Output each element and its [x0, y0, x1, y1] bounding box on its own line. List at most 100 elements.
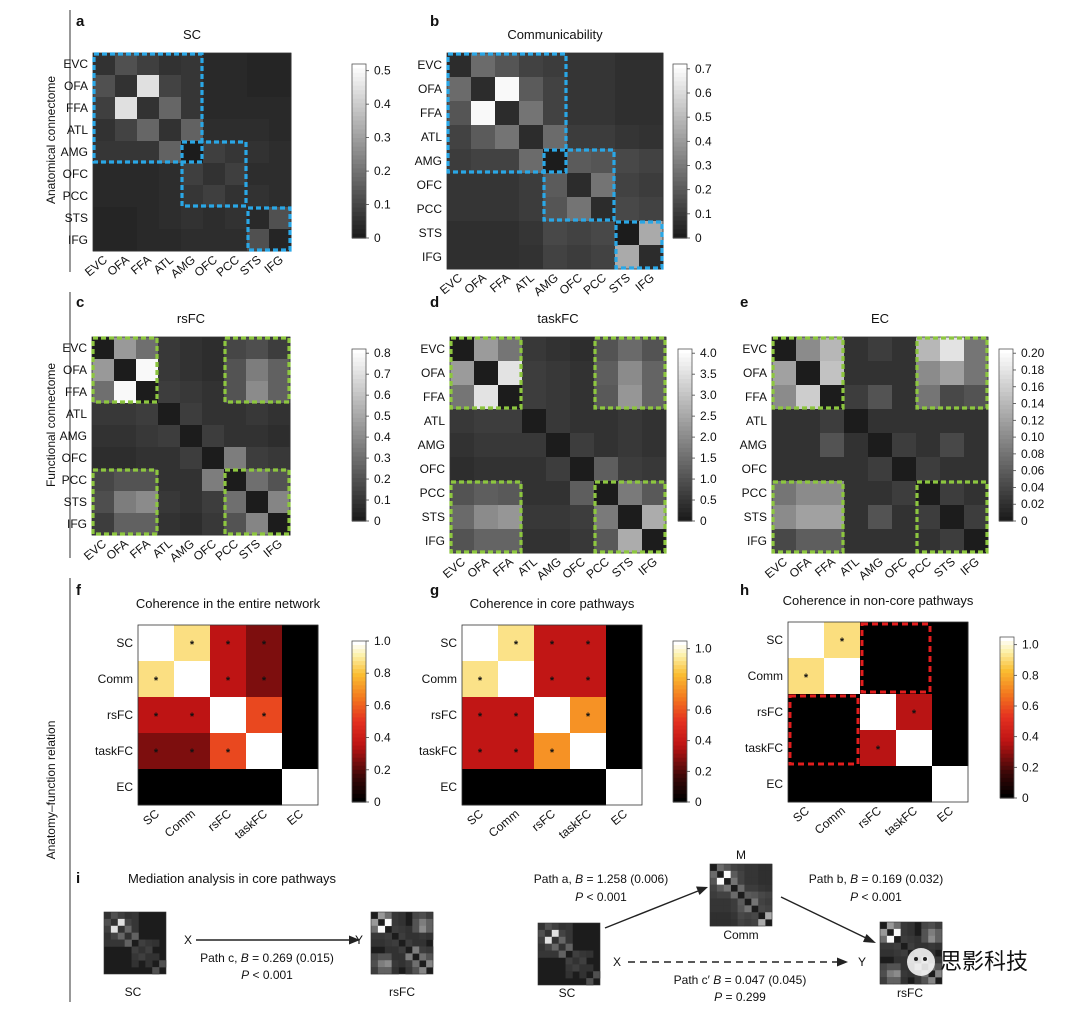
- colorbar-segment: [673, 177, 687, 183]
- colorbar-tick-label: 0.4: [1022, 730, 1039, 744]
- thumbnail-cell: [110, 932, 119, 940]
- colorbar-segment: [1000, 641, 1014, 646]
- thumbnail-cell: [880, 977, 888, 985]
- colorbar-tick-label: 2.0: [700, 430, 717, 444]
- thumbnail-cell: [751, 870, 759, 879]
- heatmap-cell: [916, 361, 941, 386]
- heatmap-cell: [788, 730, 825, 767]
- panel-a: aSCEVCOFAFFAATLAMGOFCPCCSTSIFGEVCOFAFFAA…: [61, 13, 391, 281]
- colorbar-segment: [352, 181, 366, 187]
- thumbnail-cell: [730, 864, 738, 872]
- column-label: IFG: [633, 271, 657, 295]
- heatmap-cell: [546, 337, 571, 362]
- heatmap-cell: [546, 409, 571, 434]
- column-label: FFA: [812, 555, 838, 580]
- heatmap-cell: [522, 505, 547, 530]
- row-label: AMG: [415, 154, 442, 168]
- heatmap-cell: [796, 481, 821, 506]
- thumbnail-cell: [744, 919, 752, 927]
- colorbar-tick-label: 0.1: [374, 198, 391, 212]
- colorbar-tick-label: 0.6: [374, 388, 391, 402]
- colorbar-segment: [1000, 645, 1014, 650]
- significance-star: *: [804, 672, 809, 684]
- heatmap-cell: [772, 337, 797, 362]
- significance-star: *: [550, 747, 555, 759]
- highlight-block: [449, 336, 523, 410]
- heatmap-cell: [567, 101, 592, 126]
- colorbar-segment: [673, 216, 687, 222]
- thumbnail-cell: [744, 877, 752, 885]
- heatmap-cell: [269, 163, 292, 186]
- colorbar-segment: [352, 392, 366, 397]
- row-label: OFC: [742, 462, 768, 476]
- colorbar-segment: [678, 473, 692, 479]
- colorbar-segment: [352, 107, 366, 113]
- row-label: EC: [440, 780, 457, 794]
- thumbnail-cell: [117, 939, 125, 947]
- colorbar-segment: [673, 693, 687, 698]
- watermark-text: 思影科技: [940, 949, 1028, 974]
- comm-label: Comm: [723, 928, 758, 942]
- heatmap-cell: [796, 529, 821, 554]
- panel-label-e: e: [740, 294, 748, 311]
- heatmap-cell: [498, 481, 523, 506]
- heatmap-cell: [543, 101, 568, 126]
- thumbnail-cell: [921, 935, 929, 943]
- colorbar-segment: [999, 495, 1013, 501]
- heatmap-cell: [247, 97, 270, 120]
- thumbnail-cell: [914, 977, 922, 985]
- thumbnail-cell: [751, 912, 759, 920]
- colorbar-segment: [352, 785, 366, 791]
- heatmap-cell: [174, 769, 211, 806]
- path-b-arrow: [780, 896, 867, 939]
- heatmap-cell: [615, 53, 640, 78]
- thumbnail-cell: [935, 956, 943, 964]
- row-label: OFA: [421, 366, 445, 380]
- colorbar-segment: [678, 482, 692, 488]
- thumbnail-cell: [730, 891, 738, 899]
- thumbnail-cell: [384, 953, 392, 961]
- heatmap-cell: [618, 409, 643, 434]
- heatmap-cell: [137, 185, 160, 208]
- heatmap-cell: [137, 97, 160, 120]
- heatmap-cell: [546, 529, 571, 554]
- heatmap-cell: [916, 481, 941, 506]
- heatmap-cell: [591, 173, 616, 198]
- row-label: AMG: [61, 145, 88, 159]
- colorbar-segment: [352, 765, 366, 771]
- colorbar-tick-label: 0.08: [1021, 447, 1045, 461]
- colorbar-segment: [352, 370, 366, 376]
- row-label: PCC: [742, 486, 768, 500]
- thumbnail-cell: [538, 923, 546, 931]
- thumbnail-cell: [391, 946, 399, 954]
- colorbar-segment: [1000, 685, 1014, 690]
- heatmap-cell: [115, 97, 138, 120]
- heatmap-cell: [203, 207, 226, 230]
- colorbar-segment: [1000, 789, 1014, 795]
- heatmap-cell: [940, 409, 965, 434]
- heatmap-cell: [159, 185, 182, 208]
- heatmap-cell: [181, 229, 204, 252]
- heatmap-cell: [606, 733, 643, 770]
- thumbnail-cell: [880, 963, 888, 971]
- colorbar-segment: [673, 68, 687, 74]
- thumbnail-cell: [572, 957, 580, 965]
- colorbar-segment: [1000, 705, 1014, 711]
- colorbar-segment: [999, 422, 1013, 427]
- thumbnail-cell: [880, 928, 888, 937]
- significance-star: *: [550, 639, 555, 651]
- thumbnail-cell: [893, 928, 901, 937]
- heatmap-cell: [543, 221, 568, 246]
- heatmap-cell: [519, 77, 544, 102]
- thumbnail-cell: [565, 936, 573, 944]
- heatmap-cell: [495, 101, 520, 126]
- thumbnail-cell: [377, 960, 386, 968]
- thumbnail-cell: [765, 870, 773, 879]
- colorbar-tick-label: 0.3: [374, 131, 391, 145]
- thumbnail-cell: [579, 957, 587, 965]
- thumbnail-cell: [419, 946, 427, 954]
- panel-label-h: h: [740, 582, 749, 599]
- chart-title: EC: [871, 311, 889, 326]
- colorbar-segment: [352, 478, 366, 483]
- thumbnail-cell: [886, 970, 895, 978]
